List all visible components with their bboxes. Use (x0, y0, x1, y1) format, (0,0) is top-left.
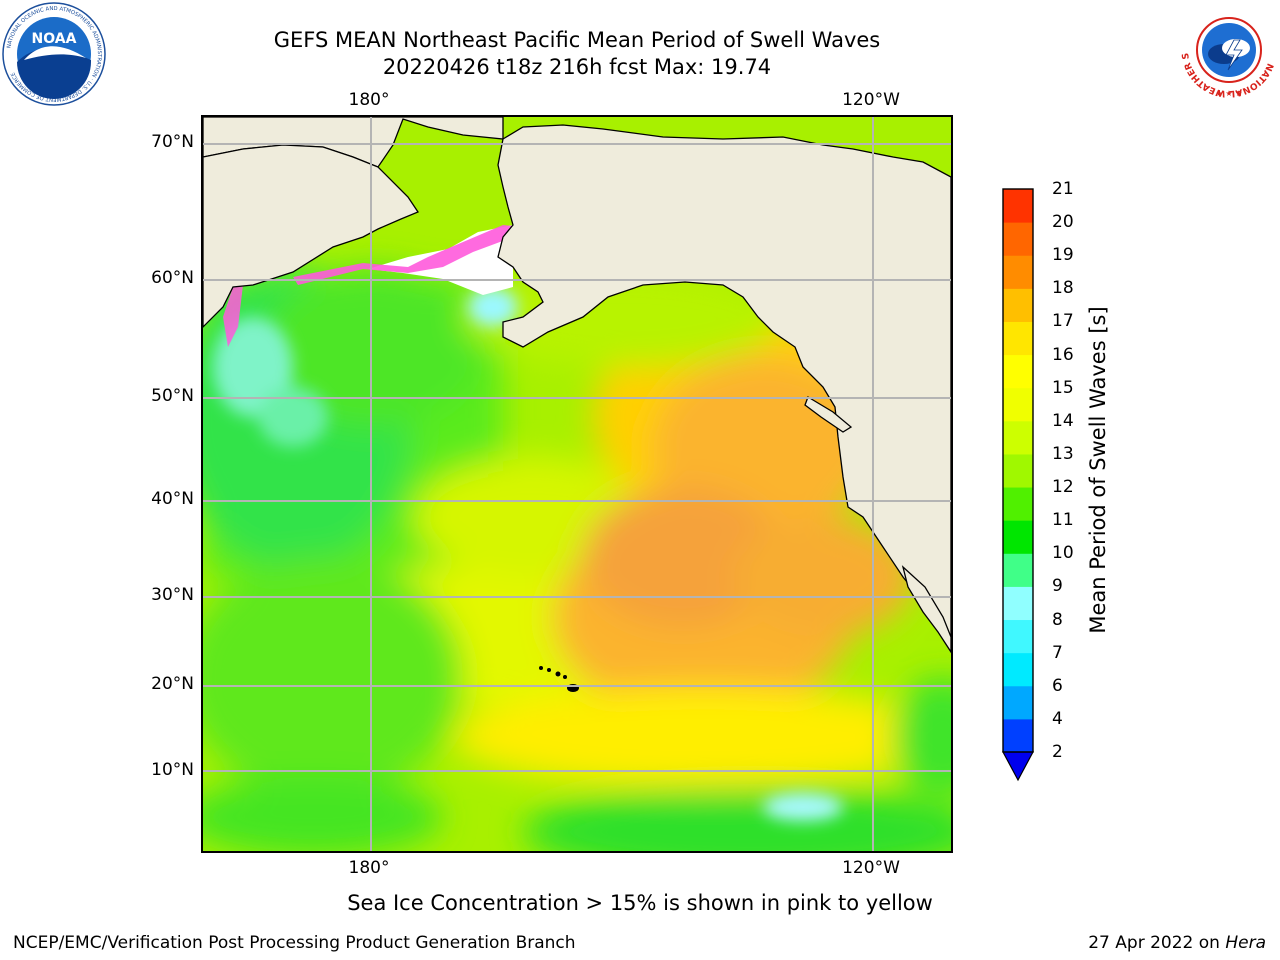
graticule (203, 117, 951, 851)
sea-ice-west (223, 285, 243, 347)
colorbar-label-2: 2 (1052, 742, 1063, 762)
lat-label-50n: 50°N (151, 386, 194, 406)
noaa-logo: NATIONAL OCEANIC AND ATMOSPHERIC ADMINIS… (2, 2, 106, 106)
run-stamp: 27 Apr 2022 on Hera (1088, 933, 1266, 953)
colorbar (1001, 188, 1035, 782)
colorbar-bin-4 (1003, 685, 1033, 720)
colorbar-label-11: 11 (1052, 510, 1074, 531)
run-system: Hera (1225, 933, 1266, 953)
lat-label-70n: 70°N (151, 132, 194, 152)
land (203, 117, 951, 654)
colorbar-label-19: 19 (1052, 245, 1074, 266)
lon-label-top-120w: 120°W (842, 90, 900, 110)
svg-text:NOAA: NOAA (32, 31, 77, 47)
colorbar-bin-16 (1003, 321, 1033, 356)
colorbar-bin-18 (1003, 255, 1033, 289)
colorbar-bin-19 (1003, 222, 1033, 256)
colorbar-label-14: 14 (1052, 410, 1074, 431)
map-panel (201, 115, 953, 853)
colorbar-label-10: 10 (1052, 543, 1074, 564)
cyan-patches (213, 287, 843, 821)
nws-logo: NATIONAL WEATHER SERVICE ★ ★ ★ (1175, 0, 1280, 100)
colorbar-bin-20 (1003, 189, 1033, 223)
lon-label-bottom-120w: 120°W (842, 858, 900, 878)
colorbar-bin-6 (1003, 652, 1033, 687)
colorbar-label-16: 16 (1052, 344, 1074, 365)
lat-label-30n: 30°N (151, 585, 194, 605)
colorbar-bin-11 (1003, 487, 1033, 521)
run-date: 27 Apr 2022 on (1088, 933, 1226, 953)
colorbar-bin-8 (1003, 586, 1033, 621)
colorbar-label-20: 20 (1052, 212, 1074, 233)
colorbar-label-4: 4 (1052, 708, 1063, 729)
lat-label-20n: 20°N (151, 674, 194, 694)
colorbar-bin-17 (1003, 288, 1033, 322)
colorbar-bin-10 (1003, 520, 1033, 554)
svg-text:★ ★ ★: ★ ★ ★ (1216, 89, 1243, 98)
colorbar-outline (1002, 188, 1034, 753)
colorbar-label-21: 21 (1052, 179, 1074, 199)
colorbar-swatches (1001, 188, 1035, 782)
colorbar-bin-15 (1003, 354, 1033, 389)
colorbar-bin-2 (1003, 718, 1033, 753)
lat-label-10n: 10°N (151, 760, 194, 780)
colorbar-title: Mean Period of Swell Waves [s] (1086, 306, 1110, 634)
colorbar-label-9: 9 (1052, 576, 1063, 597)
lat-label-40n: 40°N (151, 489, 194, 509)
map-title: GEFS MEAN Northeast Pacific Mean Period … (273, 28, 881, 52)
lon-label-top-180: 180° (348, 90, 390, 110)
colorbar-label-6: 6 (1052, 675, 1063, 696)
lat-label-60n: 60°N (151, 268, 194, 288)
colorbar-extend-min (1001, 751, 1035, 782)
sea-ice-note: Sea Ice Concentration > 15% is shown in … (0, 891, 1280, 915)
sea-ice-edge (293, 225, 523, 285)
lon-label-bottom-180: 180° (348, 858, 390, 878)
credit-line: NCEP/EMC/Verification Post Processing Pr… (13, 933, 576, 953)
sea-ice-note-text: Sea Ice Concentration > 15% is shown in … (347, 891, 933, 915)
colorbar-bin-9 (1003, 553, 1033, 587)
colorbar-label-13: 13 (1052, 443, 1074, 464)
colorbar-label-18: 18 (1052, 278, 1074, 299)
colorbar-bin-12 (1003, 453, 1033, 488)
colorbar-label-12: 12 (1052, 477, 1074, 498)
map-subtitle: 20220426 t18z 216h fcst Max: 19.74 (382, 55, 772, 79)
colorbar-label-17: 17 (1052, 311, 1074, 332)
colorbar-bin-13 (1003, 420, 1033, 455)
swell-period-map (203, 117, 951, 851)
colorbar-label-8: 8 (1052, 609, 1063, 630)
colorbar-bin-7 (1003, 619, 1033, 654)
colorbar-bin-14 (1003, 387, 1033, 422)
colorbar-label-15: 15 (1052, 377, 1074, 398)
colorbar-label-7: 7 (1052, 642, 1063, 663)
